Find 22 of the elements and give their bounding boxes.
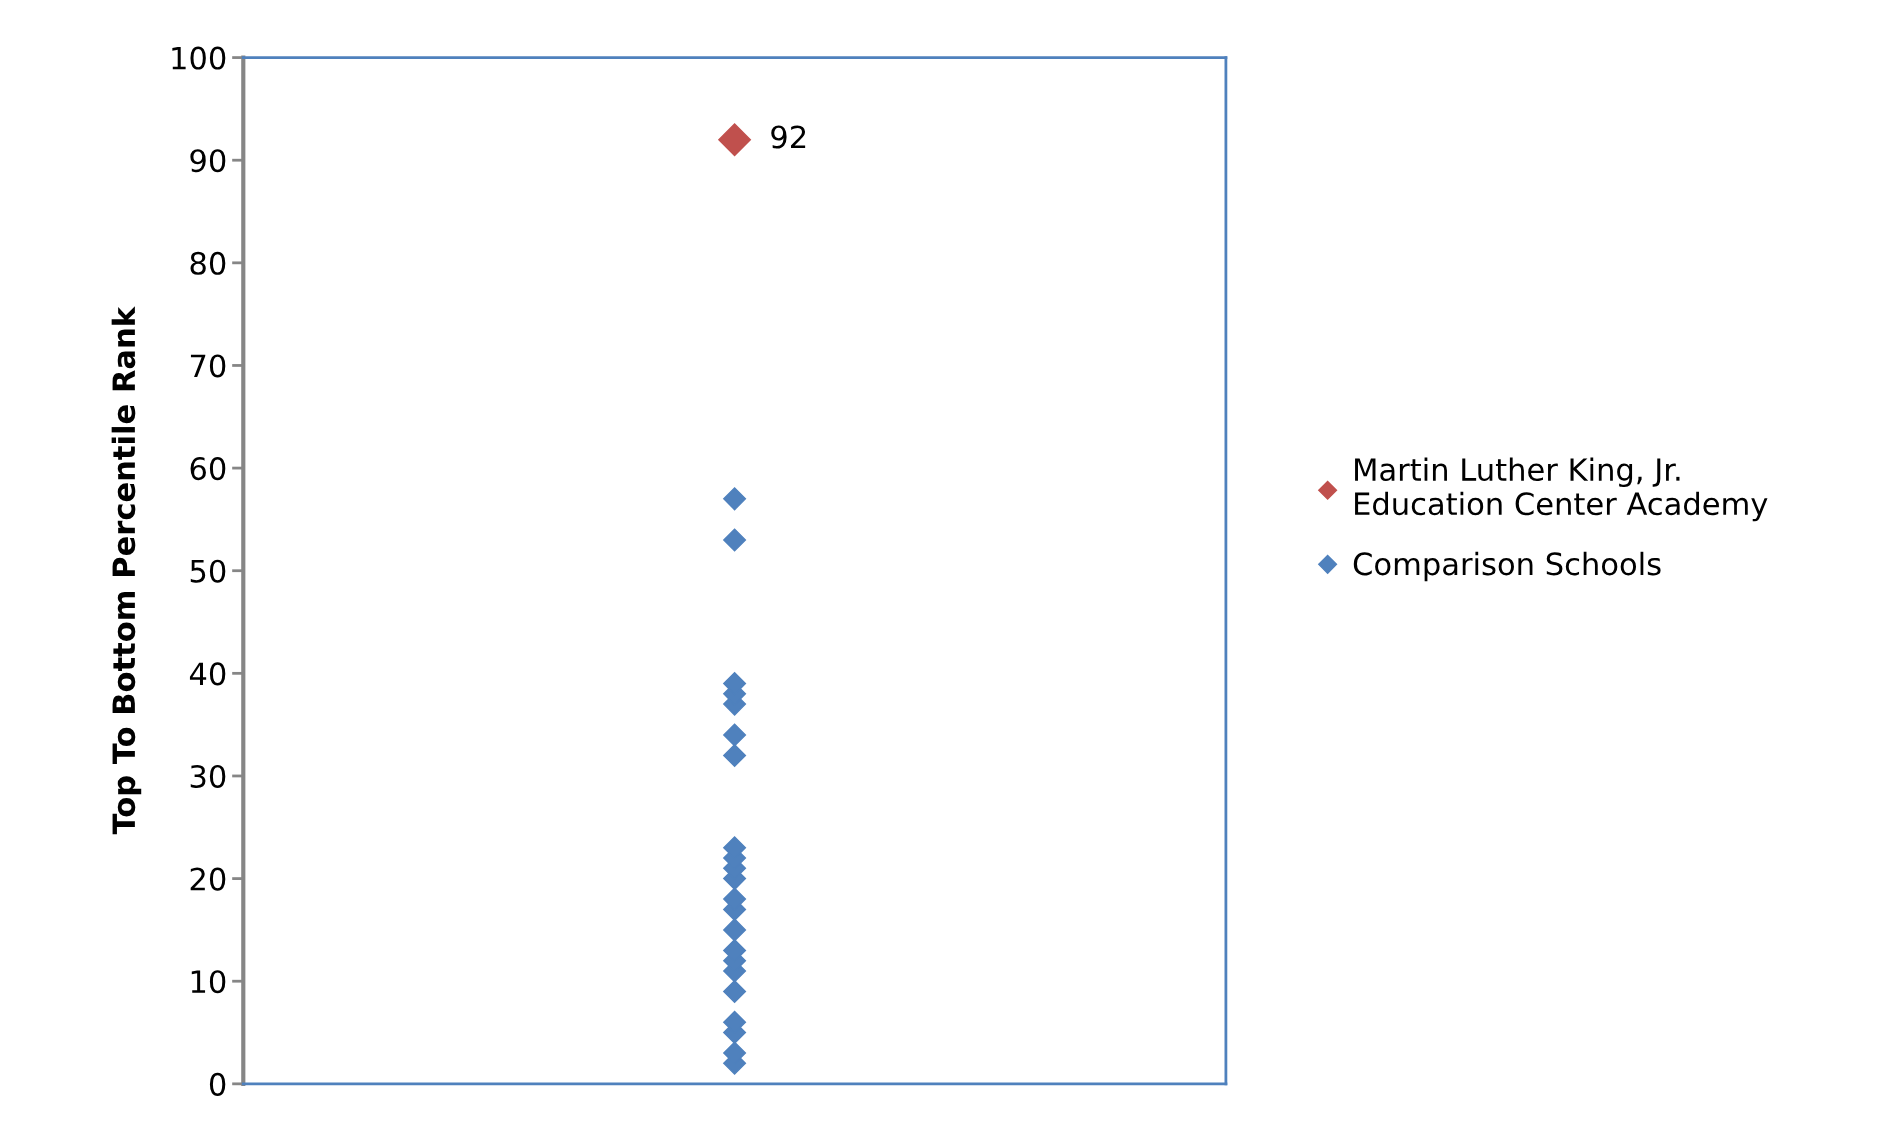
point <box>723 723 747 747</box>
point <box>723 918 747 942</box>
point <box>723 979 747 1003</box>
y-tick-label: 30 <box>190 764 226 788</box>
y-tick-label: 50 <box>190 559 226 583</box>
y-tick-label: 10 <box>191 970 226 994</box>
y-tick-label: 0 <box>209 1072 226 1096</box>
point <box>723 743 747 767</box>
point <box>723 487 747 511</box>
y-tick-label: 80 <box>190 251 226 275</box>
legend-label: Comparison Schools <box>1353 551 1661 582</box>
y-axis-title: Top To Bottom Percentile Rank <box>111 306 142 835</box>
legend-label: Martin Luther King, Jr. Education Center Academy <box>1355 457 1768 522</box>
y-tick-label: 100 <box>172 46 226 70</box>
y-tick-label: 60 <box>190 457 226 481</box>
point <box>718 123 752 157</box>
y-tick-label: 40 <box>189 662 226 686</box>
y-tick-label: 70 <box>190 354 226 378</box>
y-tick-label: 20 <box>190 867 226 891</box>
y-tick-label: 90 <box>190 149 226 173</box>
point <box>723 528 747 552</box>
data-label: 92 <box>771 125 806 149</box>
